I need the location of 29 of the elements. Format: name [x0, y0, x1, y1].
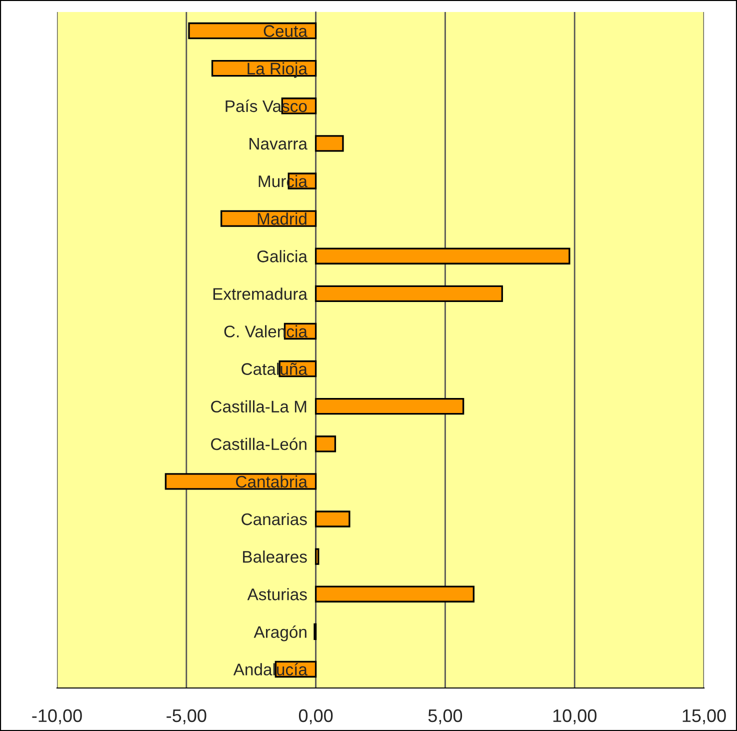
bar	[314, 248, 570, 264]
x-tick-label: 15,00	[682, 709, 726, 724]
bar	[314, 398, 464, 415]
y-tick-label: Asturias	[247, 588, 307, 600]
bar	[164, 473, 317, 490]
bar	[314, 285, 503, 302]
y-tick-label: Extremadura	[213, 288, 308, 300]
bar	[314, 510, 350, 528]
bar	[314, 436, 336, 452]
y-tick-label: Aragón	[254, 626, 306, 642]
bar	[188, 22, 317, 40]
x-tick-label: -5,00	[166, 709, 206, 724]
x-tick-label: 10,00	[553, 709, 596, 724]
bar	[314, 135, 344, 152]
x-tick-label: -10,00	[32, 709, 82, 724]
y-tick-label: Canarias	[242, 512, 307, 526]
y-tick-label: Baleares	[243, 550, 307, 563]
x-tick-label: 5,00	[428, 709, 462, 724]
y-tick-label: Navarra	[250, 138, 308, 150]
y-tick-label: Castilla-La M	[211, 400, 306, 413]
bar	[314, 586, 475, 602]
y-tick-label: Castilla-León	[211, 438, 306, 450]
y-tick-label: Galicia	[257, 250, 308, 262]
y-tick-label: La Rioja	[248, 62, 308, 78]
y-tick-label: Ceuta	[264, 25, 308, 37]
y-tick-label: Cantabria	[236, 475, 308, 488]
y-tick-label: Madrid	[258, 212, 306, 225]
bar	[314, 548, 320, 565]
x-tick-label: 0,00	[298, 709, 333, 724]
